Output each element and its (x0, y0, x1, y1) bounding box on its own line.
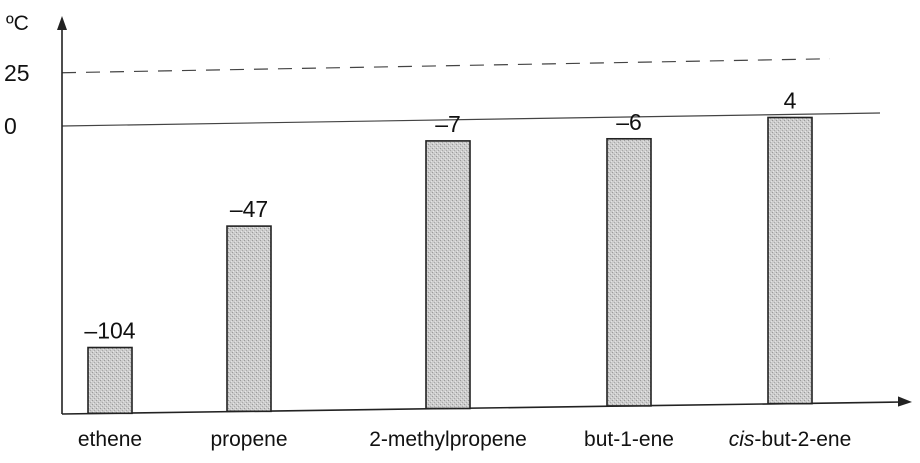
value-label-propene: –47 (230, 196, 268, 222)
y-axis-unit: ºC (6, 12, 29, 35)
value-label-2-methylpropene: –7 (435, 111, 461, 137)
bars (87, 116, 813, 415)
bar-2-methylpropene (425, 140, 471, 410)
value-label-cis-but-2-ene: 4 (784, 87, 797, 113)
y-tick-label-25: 25 (4, 60, 30, 86)
bar-cis-but-2-ene (767, 116, 813, 405)
reference-line-0 (61, 112, 881, 127)
category-label-cis-but-2-ene: cis-but-2-ene (729, 428, 852, 451)
bar-propene (226, 225, 272, 413)
reference-lines (61, 58, 881, 127)
category-label-ethene: ethene (78, 428, 142, 451)
category-labels: ethene propene 2-methylpropene but-1-ene cis… (78, 428, 851, 451)
value-label-but-1-ene: –6 (616, 109, 642, 135)
reference-line-25 (61, 58, 831, 74)
category-label-propene: propene (210, 428, 287, 451)
category-label-but-1-ene: but-1-ene (584, 428, 674, 451)
y-axis-arrowhead (57, 16, 67, 30)
value-labels: –104 –47 –7 –6 4 (84, 87, 796, 343)
bar-ethene (87, 346, 133, 415)
category-label-2-methylpropene: 2-methylpropene (369, 428, 527, 451)
y-tick-labels: 25 0 (4, 60, 30, 139)
y-tick-label-0: 0 (4, 113, 17, 139)
value-label-ethene: –104 (84, 318, 135, 344)
bar-but-1-ene (606, 137, 652, 407)
x-axis-arrowhead (898, 396, 912, 407)
x-axis (61, 401, 905, 415)
